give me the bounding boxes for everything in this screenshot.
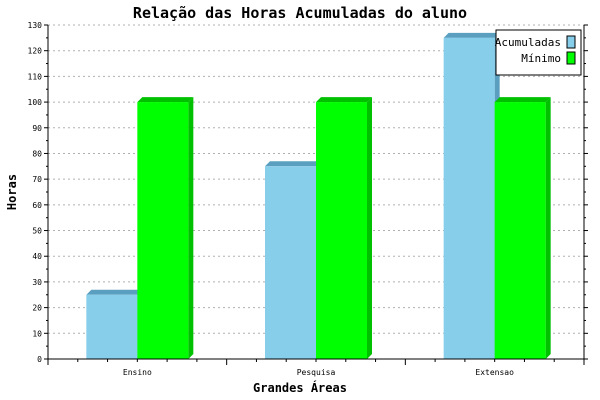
y-tick-label: 130 — [28, 21, 43, 30]
y-tick-label: 90 — [32, 124, 42, 133]
bar-mínimo-ensino — [137, 102, 189, 360]
x-tick-label: Pesquisa — [297, 368, 336, 377]
legend-swatch — [566, 51, 576, 65]
y-tick-label: 0 — [37, 355, 42, 364]
bar-top-face — [86, 289, 143, 295]
bar-acumuladas-pesquisa — [265, 166, 316, 359]
bar-side-face — [367, 97, 372, 360]
y-tick-label: 80 — [32, 149, 42, 158]
y-tick-label: 70 — [32, 175, 42, 184]
y-tick-label: 110 — [28, 72, 43, 81]
y-tick-label: 50 — [32, 227, 42, 236]
bar-top-face — [265, 161, 321, 167]
x-axis-label: Grandes Áreas — [253, 380, 347, 395]
bar-mínimo-extensao — [494, 102, 546, 360]
y-tick-label: 20 — [32, 304, 42, 313]
bar-top-face — [494, 97, 551, 103]
bar-top-face — [443, 32, 500, 38]
bar-side-face — [188, 97, 194, 360]
bar-mínimo-pesquisa — [316, 102, 367, 360]
legend-label: Mínimo — [521, 52, 561, 65]
bar-acumuladas-extensao — [443, 37, 495, 359]
legend: Acumuladas Mínimo — [495, 29, 582, 76]
y-tick-label: 40 — [32, 252, 42, 261]
y-axis-label: Horas — [5, 174, 19, 210]
bar-acumuladas-ensino — [86, 294, 138, 359]
legend-swatch — [566, 35, 576, 49]
bars — [86, 32, 551, 360]
axes: 0 10 20 30 40 50 60 70 80 90 100 110 120 130 Ensino Pes… — [28, 21, 588, 377]
bar-top-face — [137, 97, 194, 103]
y-tick-label: 60 — [32, 201, 42, 210]
y-tick-label: 120 — [28, 47, 43, 56]
bar-side-face — [545, 97, 551, 360]
bar-top-face — [316, 97, 372, 103]
x-tick-label: Extensao — [475, 368, 514, 377]
y-tick-label: 100 — [28, 98, 43, 107]
x-tick-label: Ensino — [123, 368, 152, 377]
y-tick-label: 10 — [32, 329, 42, 338]
chart-title: Relação das Horas Acumuladas do aluno — [133, 4, 467, 22]
legend-label: Acumuladas — [495, 36, 561, 49]
y-tick-label: 30 — [32, 278, 42, 287]
